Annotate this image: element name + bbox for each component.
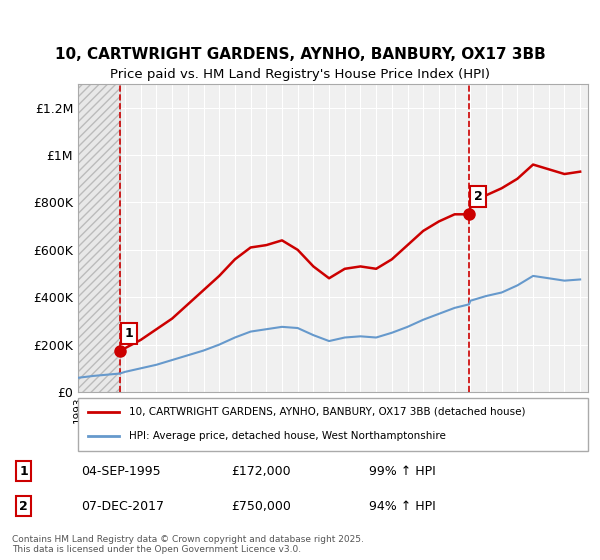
Text: 1: 1 bbox=[125, 327, 133, 340]
Text: 94% ↑ HPI: 94% ↑ HPI bbox=[369, 500, 436, 512]
Text: 1: 1 bbox=[19, 465, 28, 478]
Text: Contains HM Land Registry data © Crown copyright and database right 2025.
This d: Contains HM Land Registry data © Crown c… bbox=[12, 535, 364, 554]
Text: 04-SEP-1995: 04-SEP-1995 bbox=[81, 465, 161, 478]
Text: Price paid vs. HM Land Registry's House Price Index (HPI): Price paid vs. HM Land Registry's House … bbox=[110, 68, 490, 81]
Text: 2: 2 bbox=[19, 500, 28, 512]
Text: £750,000: £750,000 bbox=[231, 500, 291, 512]
Text: 10, CARTWRIGHT GARDENS, AYNHO, BANBURY, OX17 3BB: 10, CARTWRIGHT GARDENS, AYNHO, BANBURY, … bbox=[55, 46, 545, 62]
Text: 2: 2 bbox=[474, 190, 482, 203]
FancyBboxPatch shape bbox=[78, 398, 588, 451]
Text: £172,000: £172,000 bbox=[231, 465, 290, 478]
Text: 10, CARTWRIGHT GARDENS, AYNHO, BANBURY, OX17 3BB (detached house): 10, CARTWRIGHT GARDENS, AYNHO, BANBURY, … bbox=[129, 407, 526, 417]
Text: HPI: Average price, detached house, West Northamptonshire: HPI: Average price, detached house, West… bbox=[129, 431, 446, 441]
Text: 07-DEC-2017: 07-DEC-2017 bbox=[81, 500, 164, 512]
Text: 99% ↑ HPI: 99% ↑ HPI bbox=[369, 465, 436, 478]
Bar bbox=[78, 84, 120, 392]
